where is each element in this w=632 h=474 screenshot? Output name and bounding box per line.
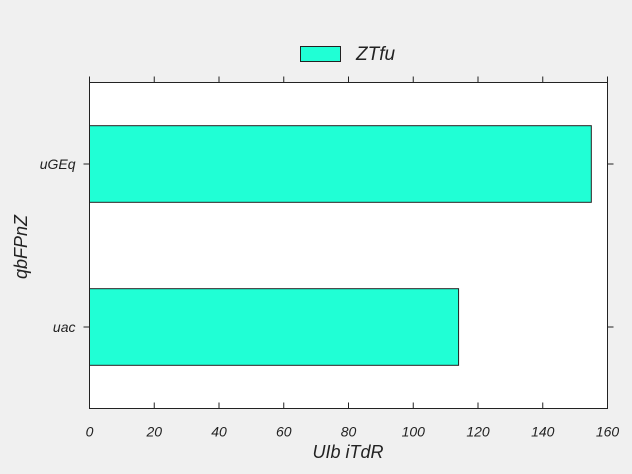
- y-axis-title: qbFPnZ: [11, 214, 31, 279]
- x-axis-title: UIb iTdR: [312, 442, 383, 462]
- y-tick-label: uac: [53, 319, 76, 335]
- x-tick-label: 40: [211, 424, 227, 440]
- x-tick-label: 100: [402, 424, 426, 440]
- legend-label: ZTfu: [355, 44, 395, 65]
- x-tick-label: 60: [276, 424, 292, 440]
- x-tick-label: 80: [341, 424, 357, 440]
- legend: ZTfu: [300, 44, 395, 65]
- x-tick-label: 0: [86, 424, 94, 440]
- x-tick-label: 20: [145, 424, 162, 440]
- x-axis-ticks: 0 20 40 60 80 100 120 140 160: [86, 76, 620, 440]
- x-tick-label: 120: [466, 424, 490, 440]
- x-tick-label: 140: [531, 424, 555, 440]
- bar-uGEq: [89, 125, 592, 203]
- y-tick-label: uGEq: [40, 156, 76, 172]
- y-axis-ticks: uac uGEq: [40, 156, 614, 335]
- bars-layer: [89, 125, 592, 366]
- bar-uac: [89, 288, 460, 366]
- x-tick-label: 160: [596, 424, 620, 440]
- legend-swatch: [300, 46, 341, 62]
